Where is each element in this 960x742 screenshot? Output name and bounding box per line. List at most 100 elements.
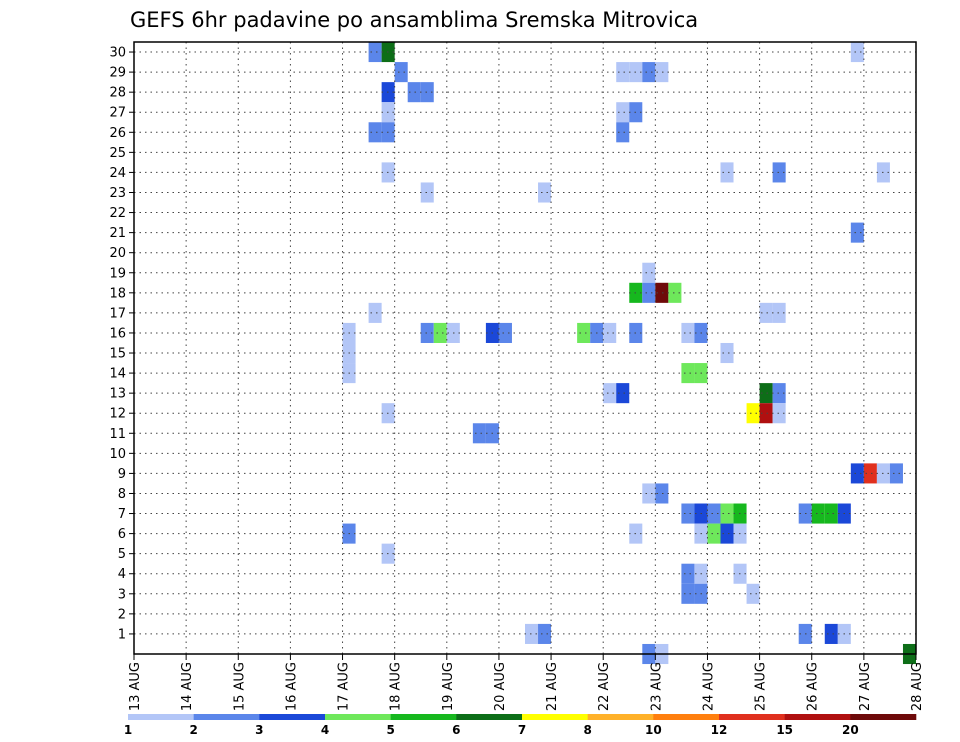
legend-label: 3 bbox=[255, 723, 263, 737]
heatmap-cell bbox=[433, 322, 447, 343]
heatmap-cell bbox=[759, 383, 773, 404]
y-tick-label: 14 bbox=[109, 367, 126, 382]
heatmap-cell bbox=[420, 182, 434, 203]
legend-swatch bbox=[522, 714, 588, 720]
y-tick-label: 6 bbox=[118, 527, 126, 542]
heatmap-cell bbox=[616, 383, 630, 404]
heatmap-cell bbox=[681, 583, 695, 604]
y-tick-label: 5 bbox=[118, 547, 126, 562]
legend-label: 10 bbox=[645, 723, 662, 737]
y-tick-label: 9 bbox=[118, 467, 126, 482]
chart-title: GEFS 6hr padavine po ansamblima Sremska … bbox=[130, 8, 698, 32]
y-tick-label: 22 bbox=[109, 206, 126, 221]
y-axis: 1234567891011121314151617181920212223242… bbox=[109, 46, 134, 642]
legend-swatch bbox=[784, 714, 851, 720]
y-tick-label: 19 bbox=[109, 266, 126, 281]
heatmap-cell bbox=[655, 62, 669, 83]
x-tick-label: 23 AUG bbox=[649, 662, 664, 711]
y-tick-label: 16 bbox=[109, 326, 126, 341]
heatmap-cell bbox=[720, 342, 734, 364]
y-tick-label: 21 bbox=[109, 226, 126, 241]
heatmap-cell bbox=[759, 302, 773, 323]
y-tick-label: 3 bbox=[118, 587, 126, 602]
legend-label: 2 bbox=[189, 723, 197, 737]
heatmap-cell bbox=[850, 222, 864, 243]
heatmap-cell bbox=[368, 302, 382, 323]
heatmap-cell bbox=[407, 82, 421, 103]
grid-lines bbox=[134, 42, 916, 654]
heatmap-cell bbox=[850, 42, 864, 63]
heatmap-cell bbox=[759, 403, 773, 424]
y-tick-label: 29 bbox=[109, 66, 126, 81]
legend-swatch bbox=[128, 714, 194, 720]
heatmap-cell bbox=[368, 122, 382, 143]
heatmap-cell bbox=[616, 122, 630, 143]
plot-frame bbox=[133, 41, 917, 655]
x-tick-label: 16 AUG bbox=[284, 662, 299, 711]
heatmap-cell bbox=[472, 423, 486, 444]
heatmap-cell bbox=[538, 182, 552, 203]
legend-label: 12 bbox=[711, 723, 728, 737]
legend-label: 1 bbox=[124, 723, 132, 737]
heatmap-cell bbox=[642, 483, 656, 504]
x-axis: 13 AUG 14 AUG 15 AUG 16 AUG 17 AUG 18 AUG 19 A… bbox=[128, 654, 925, 711]
heatmap-cell bbox=[642, 262, 656, 283]
heatmap-cell bbox=[720, 162, 734, 183]
y-tick-label: 30 bbox=[109, 46, 126, 61]
heatmap-cell bbox=[394, 62, 408, 83]
x-tick-label: 26 AUG bbox=[806, 662, 821, 711]
heatmap-cell bbox=[772, 403, 786, 424]
heatmap-cell bbox=[642, 62, 656, 83]
heatmap-cell bbox=[525, 623, 539, 644]
legend-label: 20 bbox=[842, 723, 859, 737]
legend-label: 8 bbox=[583, 723, 591, 737]
legend-swatch bbox=[325, 714, 391, 720]
heatmap-cell bbox=[577, 322, 591, 343]
heatmap-cell bbox=[811, 503, 825, 524]
y-tick-label: 20 bbox=[109, 246, 126, 261]
y-tick-label: 15 bbox=[109, 347, 126, 362]
y-tick-label: 24 bbox=[109, 166, 126, 181]
legend-label: 15 bbox=[776, 723, 793, 737]
y-tick-label: 13 bbox=[109, 387, 126, 402]
y-tick-label: 2 bbox=[118, 607, 126, 622]
heatmap-cell bbox=[720, 523, 734, 544]
heatmap-cell bbox=[420, 322, 434, 343]
y-tick-label: 23 bbox=[109, 186, 126, 201]
heatmap-cell bbox=[681, 503, 695, 524]
x-tick-label: 14 AUG bbox=[180, 662, 195, 711]
heatmap-cell bbox=[616, 102, 630, 123]
heatmap-cell bbox=[681, 322, 695, 343]
x-tick-label: 18 AUG bbox=[389, 662, 404, 711]
legend-label: 4 bbox=[321, 723, 329, 737]
legend-swatch bbox=[587, 714, 654, 720]
x-tick-label: 22 AUG bbox=[597, 662, 612, 711]
y-tick-label: 26 bbox=[109, 126, 126, 141]
heatmap-cell bbox=[850, 463, 864, 484]
y-tick-label: 27 bbox=[109, 106, 126, 121]
legend-swatch bbox=[259, 714, 326, 720]
x-tick-label: 13 AUG bbox=[128, 662, 143, 711]
heatmap-cell bbox=[681, 563, 695, 584]
y-tick-label: 4 bbox=[118, 567, 126, 582]
legend-label: 7 bbox=[518, 723, 526, 737]
heatmap-cell bbox=[668, 282, 682, 303]
heatmap-cell bbox=[720, 503, 734, 524]
color-legend: 1 2 3 4 5 6 7 8 10 12 15 20 bbox=[124, 714, 917, 737]
y-tick-label: 1 bbox=[118, 627, 126, 642]
heatmap-cell bbox=[824, 503, 838, 524]
y-tick-label: 28 bbox=[109, 86, 126, 101]
heatmap-cell bbox=[420, 82, 434, 103]
heatmap-cell bbox=[863, 463, 877, 484]
x-tick-label: 28 AUG bbox=[910, 662, 925, 711]
legend-swatch bbox=[719, 714, 785, 720]
heatmap-cell bbox=[772, 162, 786, 183]
legend-swatch bbox=[456, 714, 523, 720]
y-tick-label: 8 bbox=[118, 487, 126, 502]
heatmap-cell bbox=[824, 623, 838, 644]
x-tick-label: 21 AUG bbox=[545, 662, 560, 711]
x-tick-label: 17 AUG bbox=[337, 662, 352, 711]
legend-swatch bbox=[653, 714, 720, 720]
y-tick-label: 12 bbox=[109, 407, 126, 422]
